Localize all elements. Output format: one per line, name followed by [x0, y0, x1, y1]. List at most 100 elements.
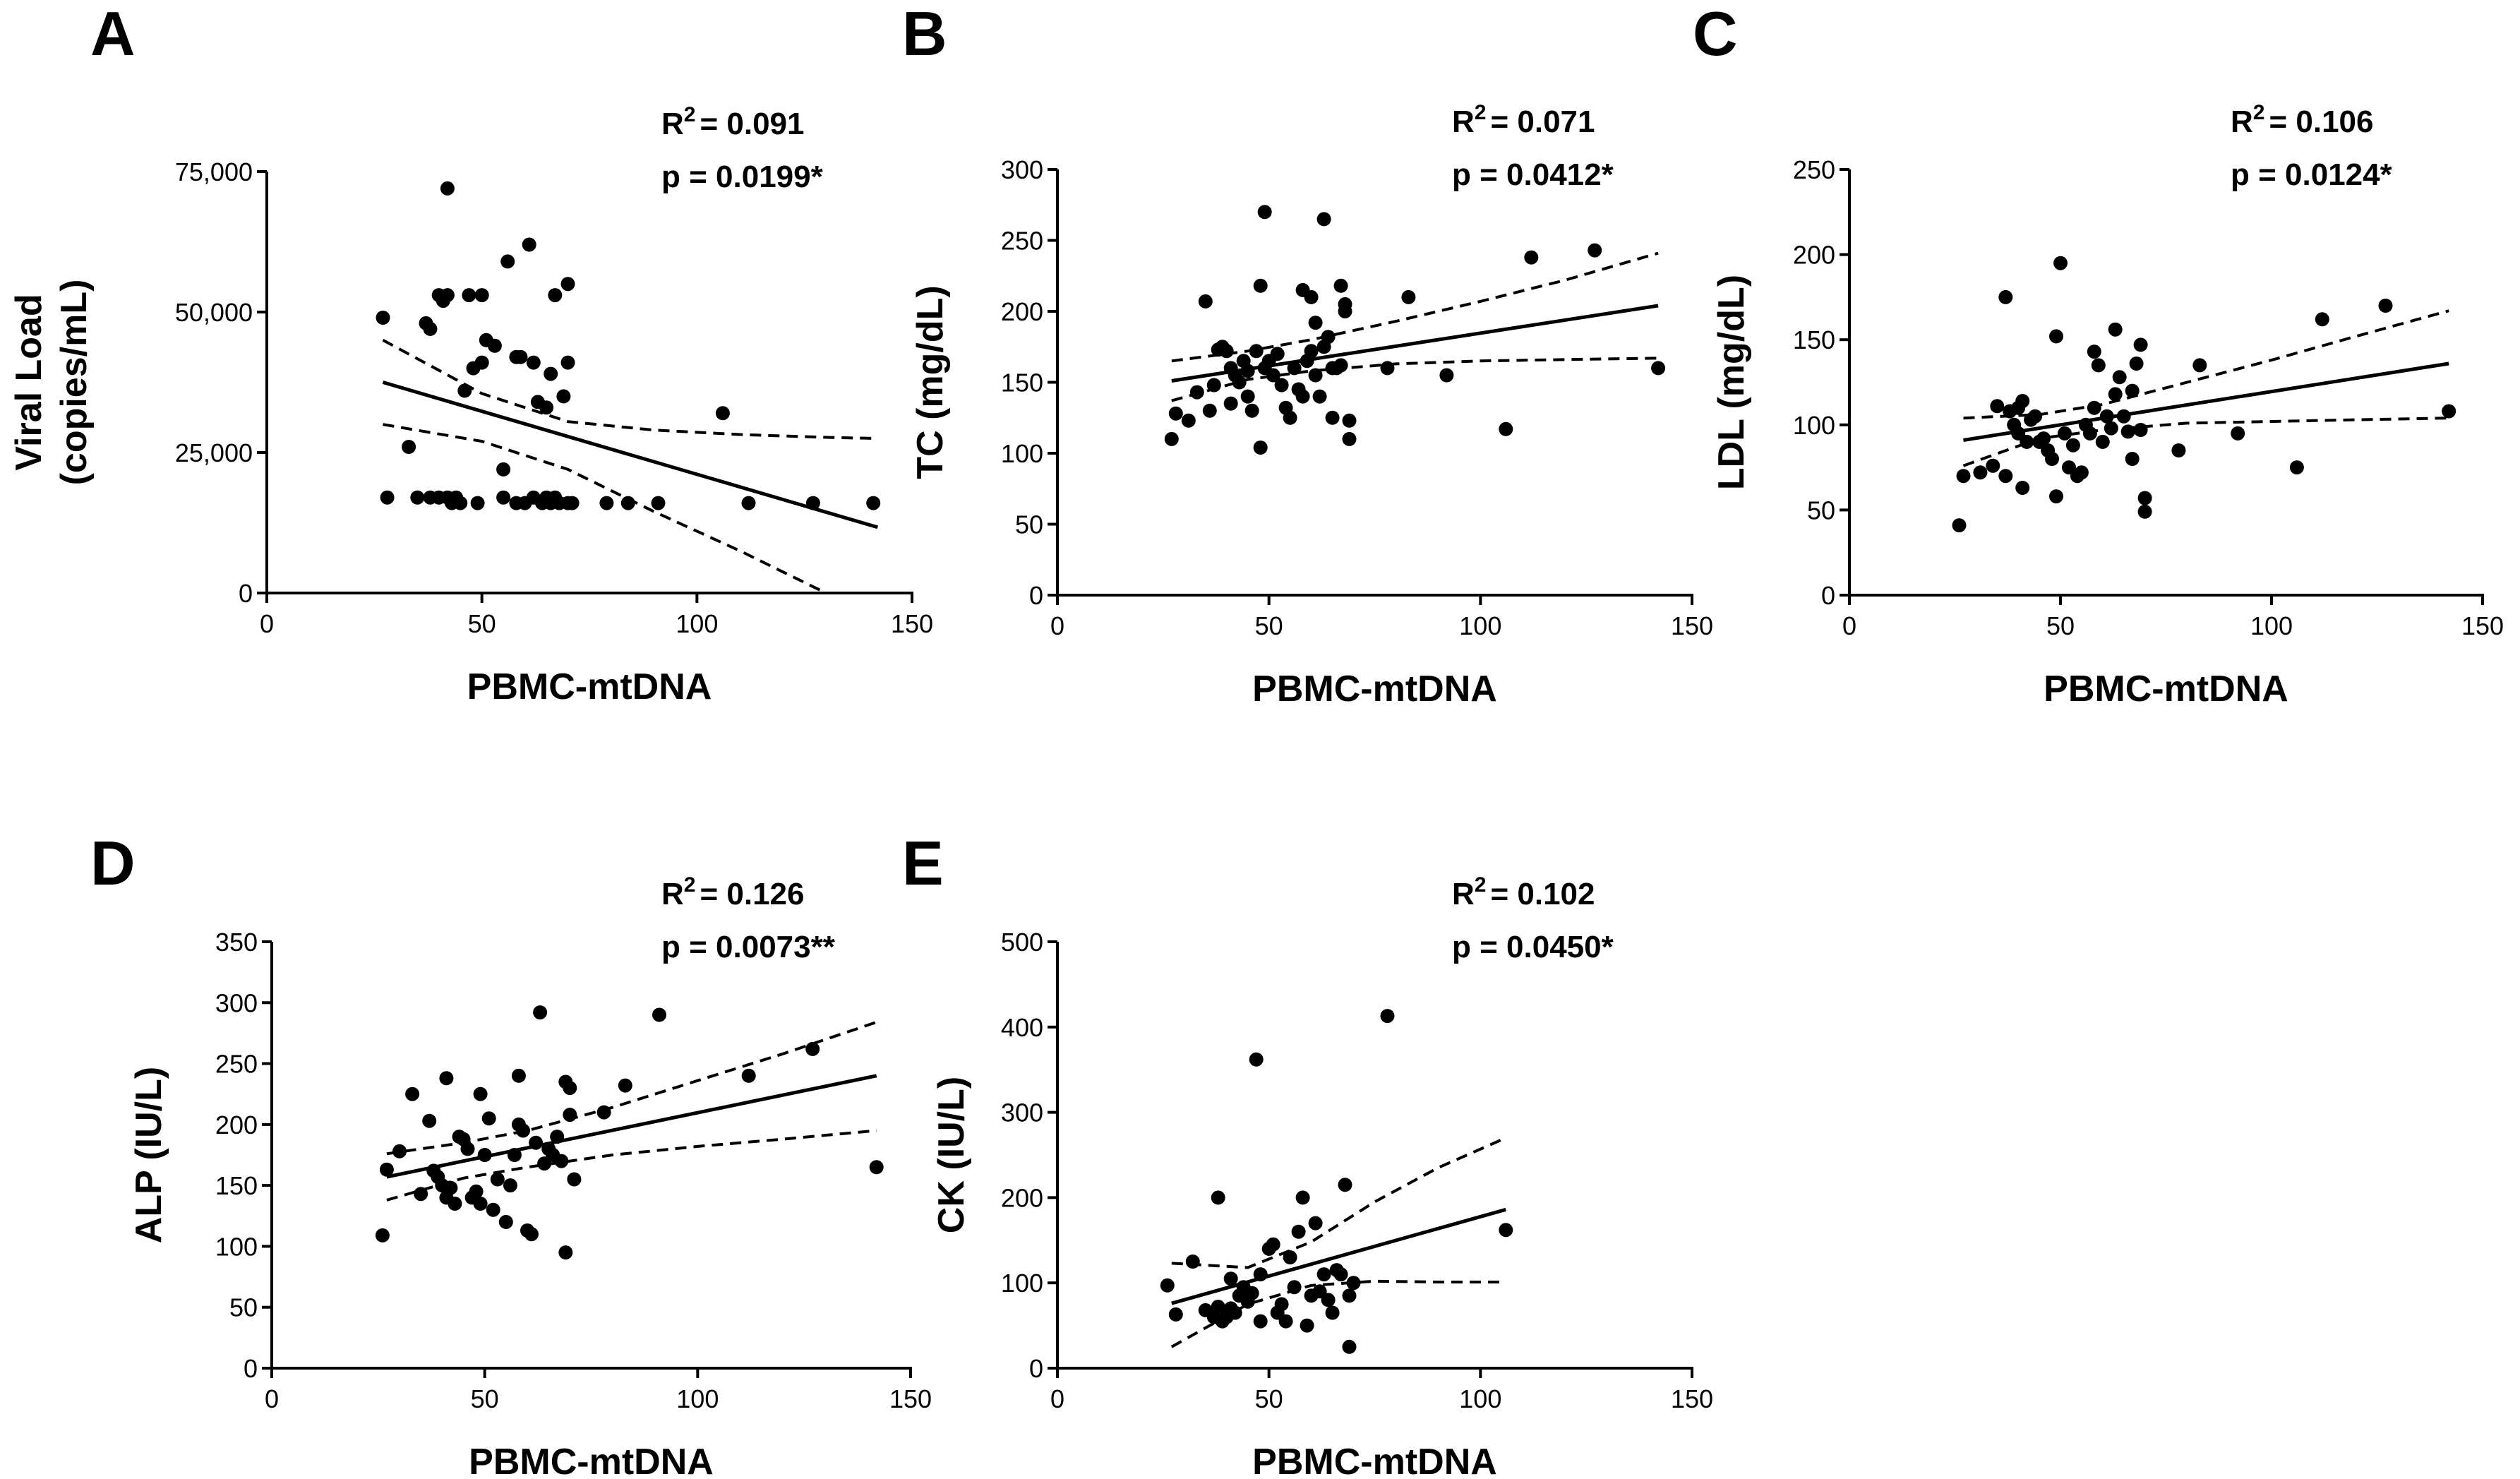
- data-point-c: [2053, 256, 2068, 270]
- data-point-b: [1274, 378, 1289, 393]
- x-tick-label-b: 150: [1671, 611, 1713, 640]
- y-tick-label-c: 0: [1821, 581, 1835, 610]
- x-tick-label-d: 100: [676, 1384, 719, 1413]
- y-axis-title-e: CK (IU/L): [931, 1077, 972, 1233]
- data-point-e: [1346, 1276, 1361, 1291]
- data-point-b: [1321, 330, 1336, 345]
- data-point-d: [550, 1130, 565, 1144]
- data-point-e: [1342, 1339, 1357, 1354]
- y-tick-label-e: 300: [1001, 1098, 1043, 1127]
- data-point-a: [462, 288, 476, 303]
- data-point-c: [1952, 518, 1967, 533]
- data-point-d: [554, 1154, 569, 1168]
- y-tick-label-e: 400: [1001, 1013, 1043, 1042]
- data-point-c: [1998, 289, 2013, 304]
- data-point-c: [1998, 469, 2013, 484]
- y-tick-label-c: 250: [1793, 155, 1835, 184]
- x-tick-label-c: 0: [1842, 611, 1856, 640]
- data-point-e: [1300, 1318, 1314, 1333]
- ci-upper-a: [382, 339, 878, 441]
- y-axis-title-a: (copies/mL): [54, 280, 95, 486]
- y-tick-label-a: 75,000: [175, 157, 253, 186]
- data-point-e: [1278, 1314, 1293, 1329]
- y-axis-title-d: ALP (IU/L): [128, 1067, 169, 1243]
- data-point-e: [1223, 1271, 1238, 1286]
- data-point-b: [1338, 297, 1352, 311]
- x-tick-label-c: 150: [2461, 611, 2504, 640]
- data-point-b: [1588, 243, 1602, 258]
- data-point-b: [1308, 316, 1323, 330]
- y-tick-label-b: 0: [1029, 581, 1043, 610]
- regression-line-c: [1963, 361, 2449, 442]
- data-point-e: [1185, 1255, 1200, 1269]
- data-point-b: [1168, 406, 1183, 421]
- panel-letter-a: A: [90, 0, 136, 68]
- data-point-c: [2058, 426, 2072, 441]
- y-tick-label-d: 250: [215, 1050, 258, 1079]
- ci-lower-a: [383, 423, 827, 594]
- data-point-b: [1325, 410, 1340, 425]
- data-point-d: [448, 1197, 462, 1211]
- y-tick-label-e: 500: [1001, 928, 1043, 957]
- data-point-b: [1304, 344, 1319, 359]
- data-point-a: [487, 338, 502, 353]
- y-tick-label-d: 150: [215, 1171, 258, 1200]
- data-point-e: [1253, 1314, 1268, 1329]
- data-point-b: [1240, 389, 1255, 404]
- data-point-c: [2082, 426, 2097, 441]
- data-point-c: [2289, 460, 2304, 475]
- superscript-2: 2: [2253, 101, 2265, 124]
- x-tick-label-e: 100: [1459, 1384, 1501, 1413]
- data-point-e: [1287, 1280, 1302, 1295]
- data-point-d: [375, 1228, 390, 1243]
- data-point-a: [496, 490, 511, 505]
- superscript-2: 2: [1475, 873, 1487, 897]
- data-point-b: [1244, 403, 1259, 418]
- r-squared-value: = 0.091: [700, 107, 804, 141]
- data-point-c: [2095, 434, 2110, 449]
- data-point-d: [537, 1156, 552, 1171]
- data-point-a: [715, 406, 730, 421]
- data-point-e: [1249, 1052, 1264, 1067]
- data-point-b: [1253, 278, 1268, 293]
- data-point-c: [2065, 438, 2080, 453]
- data-point-d: [439, 1071, 454, 1086]
- data-point-d: [741, 1068, 756, 1083]
- superscript-2: 2: [684, 103, 696, 126]
- data-point-b: [1651, 361, 1666, 376]
- data-point-d: [477, 1148, 492, 1162]
- y-tick-label-d: 350: [215, 928, 258, 957]
- data-point-e: [1338, 1178, 1352, 1192]
- data-point-a: [513, 349, 528, 364]
- data-point-a: [599, 496, 614, 510]
- ci-lower-b: [1171, 357, 1659, 402]
- y-tick-label-b: 300: [1001, 155, 1043, 184]
- data-point-d: [507, 1148, 522, 1162]
- data-point-b: [1181, 413, 1196, 428]
- data-point-b: [1342, 413, 1357, 428]
- panel-b: B 0 50 100 150 0 50 100 150 200 250 300 PBMC-mtDNA TC…: [902, 0, 1713, 709]
- data-point-e: [1283, 1250, 1297, 1264]
- data-point-d: [529, 1135, 544, 1150]
- y-tick-label-d: 100: [215, 1232, 258, 1261]
- data-point-a: [423, 321, 438, 336]
- data-point-e: [1321, 1293, 1336, 1307]
- y-tick-label-c: 150: [1793, 325, 1835, 354]
- data-point-a: [474, 288, 489, 303]
- data-point-b: [1249, 344, 1264, 359]
- data-point-c: [2099, 409, 2114, 424]
- data-point-c: [2074, 465, 2089, 480]
- data-point-c: [2104, 421, 2118, 436]
- data-point-c: [2133, 337, 2148, 352]
- data-point-e: [1325, 1305, 1340, 1320]
- data-point-e: [1228, 1305, 1242, 1320]
- data-point-d: [469, 1184, 484, 1199]
- y-tick-label-d: 200: [215, 1110, 258, 1139]
- x-axis-title-e: PBMC-mtDNA: [1252, 1442, 1497, 1479]
- y-tick-label-d: 300: [215, 988, 258, 1017]
- data-point-e: [1160, 1278, 1175, 1293]
- data-point-a: [500, 254, 515, 269]
- y-tick-label-b: 250: [1001, 227, 1043, 256]
- y-tick-label-e: 200: [1001, 1183, 1043, 1212]
